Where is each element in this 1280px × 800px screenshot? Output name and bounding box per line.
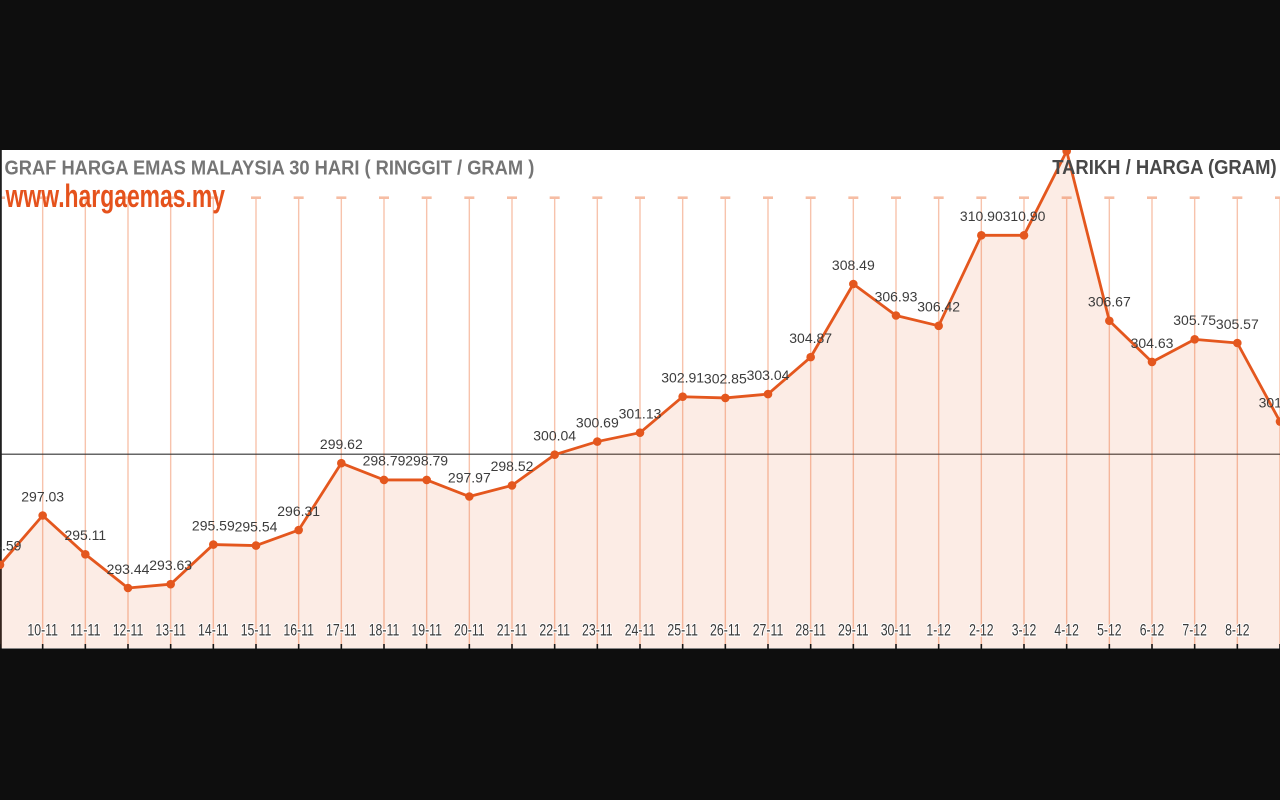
svg-text:306.67: 306.67	[1088, 294, 1131, 310]
svg-text:5-12: 5-12	[1097, 621, 1122, 640]
svg-text:19-11: 19-11	[411, 621, 442, 640]
svg-text:15-11: 15-11	[241, 621, 272, 640]
svg-text:302.85: 302.85	[704, 371, 747, 387]
svg-text:295.59: 295.59	[192, 517, 235, 533]
svg-text:295.54: 295.54	[235, 518, 278, 534]
svg-text:295.11: 295.11	[64, 527, 106, 543]
svg-text:27-11: 27-11	[753, 621, 784, 640]
svg-text:23-11: 23-11	[582, 621, 613, 640]
svg-text:298.52: 298.52	[491, 458, 534, 474]
svg-text:22-11: 22-11	[539, 621, 570, 640]
svg-text:297.97: 297.97	[448, 469, 491, 485]
svg-text:301.13: 301.13	[619, 405, 662, 421]
svg-text:300.04: 300.04	[533, 427, 576, 443]
svg-text:297.03: 297.03	[21, 488, 64, 504]
svg-text:1-12: 1-12	[926, 621, 951, 640]
svg-text:2-12: 2-12	[969, 621, 994, 640]
svg-text:298.79: 298.79	[405, 453, 448, 469]
svg-text:300.69: 300.69	[576, 414, 619, 430]
svg-text:25-11: 25-11	[667, 621, 698, 640]
svg-text:20-11: 20-11	[454, 621, 485, 640]
svg-text:30-11: 30-11	[881, 621, 912, 640]
svg-text:21-11: 21-11	[497, 621, 528, 640]
svg-text:299.62: 299.62	[320, 436, 363, 452]
svg-text:294.59: 294.59	[0, 538, 22, 554]
svg-text:303.04: 303.04	[747, 367, 790, 383]
svg-text:301.68: 301.68	[1259, 394, 1280, 410]
svg-text:296.31: 296.31	[277, 503, 320, 519]
svg-text:304.87: 304.87	[789, 330, 832, 346]
svg-text:7-12: 7-12	[1182, 621, 1207, 640]
svg-text:293.63: 293.63	[149, 557, 192, 573]
svg-text:310.90: 310.90	[1003, 208, 1046, 224]
svg-text:4-12: 4-12	[1054, 621, 1079, 640]
svg-text:306.93: 306.93	[875, 288, 918, 304]
svg-text:26-11: 26-11	[710, 621, 741, 640]
svg-text:293.44: 293.44	[107, 561, 150, 577]
svg-text:www.hargaemas.my: www.hargaemas.my	[5, 178, 225, 214]
svg-text:308.49: 308.49	[832, 257, 875, 273]
svg-text:305.57: 305.57	[1216, 316, 1259, 332]
svg-text:17-11: 17-11	[326, 621, 357, 640]
svg-text:310.90: 310.90	[960, 208, 1003, 224]
svg-text:10-11: 10-11	[27, 621, 58, 640]
svg-text:18-11: 18-11	[369, 621, 400, 640]
svg-text:12-11: 12-11	[113, 621, 144, 640]
svg-text:11-11: 11-11	[70, 621, 101, 640]
svg-text:302.91: 302.91	[661, 370, 704, 386]
svg-text:304.63: 304.63	[1131, 335, 1174, 351]
svg-text:14-11: 14-11	[198, 621, 229, 640]
svg-text:3-12: 3-12	[1012, 621, 1037, 640]
svg-text:305.75: 305.75	[1173, 312, 1216, 328]
svg-text:13-11: 13-11	[155, 621, 186, 640]
svg-text:16-11: 16-11	[283, 621, 314, 640]
svg-text:298.79: 298.79	[363, 453, 406, 469]
svg-text:28-11: 28-11	[795, 621, 826, 640]
svg-text:24-11: 24-11	[625, 621, 656, 640]
svg-text:306.42: 306.42	[917, 299, 960, 315]
svg-text:TARIKH / HARGA (GRAM): TARIKH / HARGA (GRAM)	[1052, 156, 1276, 179]
svg-text:6-12: 6-12	[1140, 621, 1165, 640]
svg-text:8-12: 8-12	[1225, 621, 1250, 640]
svg-text:29-11: 29-11	[838, 621, 869, 640]
svg-text:GRAF HARGA EMAS MALAYSIA 30 HA: GRAF HARGA EMAS MALAYSIA 30 HARI ( RINGG…	[5, 157, 535, 180]
